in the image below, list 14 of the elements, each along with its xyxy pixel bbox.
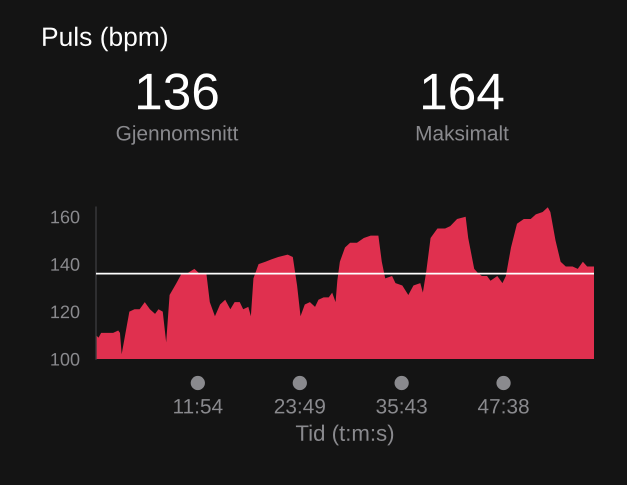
y-tick-label: 100	[51, 352, 80, 366]
chart-title: Puls (bpm)	[43, 26, 167, 52]
text: 136	[138, 73, 218, 110]
x-tick-label: 47:38	[478, 398, 529, 414]
text: 164	[423, 73, 504, 110]
x-tick-label: 35:43	[376, 398, 427, 414]
x-tick-label: 11:54	[174, 399, 223, 414]
y-tick-label: 120	[51, 305, 80, 318]
y-tick-label: 140	[51, 258, 80, 271]
x-tick-label: 23:49	[274, 398, 325, 414]
text: Maksimalt	[416, 125, 509, 141]
text: Gjennomsnitt	[116, 125, 238, 145]
y-tick-label: 160	[51, 210, 80, 224]
x-axis-title: Tid (t:m:s)	[296, 424, 394, 446]
